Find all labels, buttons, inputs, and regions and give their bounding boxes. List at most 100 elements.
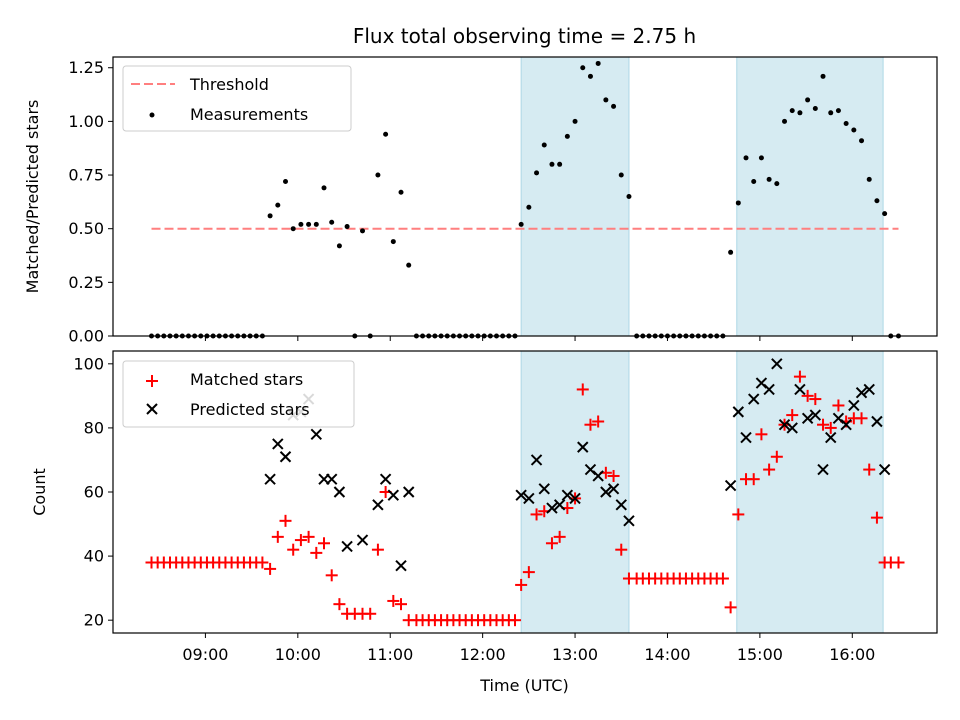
measurement-point [603,97,609,103]
predicted-star-point [771,358,783,370]
measurement-point [835,108,841,114]
matched-star-point [333,598,346,611]
matched-star-point [832,399,845,412]
matched-star-point [809,393,822,406]
measurement-point [290,226,296,232]
predicted-star-point [794,383,806,396]
x-tick-label: 16:00 [829,645,875,664]
matched-star-point [716,572,729,585]
y-tick-label: 0.25 [68,273,104,292]
measurement-point [843,121,849,127]
measurement-point [406,262,412,268]
shaded-intervals [520,56,884,337]
measurement-point [313,221,319,227]
measurement-point [383,131,389,137]
predicted-star-point [724,479,737,492]
measurement-point [766,176,772,182]
ratio-panel: 0.00 0.25 0.50 0.75 1.00 1.25 Matched/Predict… [23,56,938,346]
count-panel: 20 40 60 80 100 09:00 10:00 11:00 12:00 13:00 14:… [30,350,938,695]
measurement-point [728,249,734,255]
measurement-point [549,161,555,167]
matched-star-point [855,412,868,425]
measurement-point [390,239,396,245]
measurement-point [782,118,788,124]
predicted-star-point [341,540,353,553]
y-tick-label: 100 [73,354,104,373]
measurement-point [336,243,342,249]
predicted-star-point [387,489,400,501]
predicted-star-point [615,499,627,511]
measurement-point [735,200,741,206]
predicted-star-point [740,431,752,444]
predicted-star-point [763,383,775,396]
predicted-star-point [600,486,612,498]
legend-measurement-swatch [149,112,155,118]
x-axis-label: Time (UTC) [479,676,568,695]
y-tick-label: 80 [84,418,104,437]
measurement-point [828,110,834,116]
matched-star-point [387,594,400,607]
predicted-star-point [878,463,891,476]
y-tick-label: 40 [84,547,104,566]
measurement-point [526,204,532,210]
matched-star-point [271,530,284,543]
matched-star-point [264,562,277,575]
predicted-star-point [809,409,822,421]
legend-box [122,65,352,132]
shaded-interval [520,350,630,634]
matched-star-point [279,514,292,527]
measurement-point [812,106,818,112]
legend-predicted-label: Predicted stars [190,400,310,419]
predicted-star-point [333,486,346,498]
measurement-point [275,202,281,208]
shaded-interval [520,56,630,337]
measurement-point [789,108,795,114]
measurement-point [805,97,811,103]
matched-star-point [892,556,905,569]
predicted-star-point [592,470,604,482]
matched-star-point [755,428,768,441]
measurement-point [882,211,888,217]
matched-star-point [801,389,814,402]
predicted-star-point [732,406,745,418]
y-tick-label: 20 [84,611,104,630]
matched-star-point [793,370,806,383]
x-tick-label: 09:00 [182,645,228,664]
predicted-star-point [403,486,415,498]
matched-star-point [732,508,745,521]
predicted-star-point [395,559,407,572]
matched-star-point [553,530,566,543]
matched-star-point [515,578,528,591]
measurement-point [859,138,865,144]
matched-star-point [770,450,783,463]
matched-star-point [615,543,628,556]
x-tick-label: 14:00 [644,645,690,664]
matched-star-point [530,508,543,521]
predicted-star-point [356,534,369,546]
x-axis: 09:00 10:00 11:00 12:00 13:00 14:00 15:00 16:00 [182,633,875,664]
matched-star-point [287,543,300,556]
legend-box [122,360,355,428]
measurement-point [797,110,803,116]
plot-frame [112,56,938,337]
matched-star-point [302,530,315,543]
predicted-star-point [523,492,535,505]
y-tick-label: 0.50 [68,219,104,238]
measurement-point [626,194,632,199]
legend-predicted-swatch [146,403,158,415]
predicted-star-point [817,463,829,476]
matched-star-point [325,569,338,582]
predicted-star-point [871,415,883,428]
shaded-interval [736,350,884,634]
measurement-point [298,221,304,227]
predicted-star-point [840,418,852,431]
matched-star-point [863,463,876,476]
matched-star-point [824,421,837,434]
predicted-star-point [325,473,338,485]
predicted-star-point [825,431,837,444]
measurement-point [751,178,757,184]
shaded-interval [736,56,884,337]
measurement-point [267,213,273,219]
matched-star-point [395,598,408,611]
